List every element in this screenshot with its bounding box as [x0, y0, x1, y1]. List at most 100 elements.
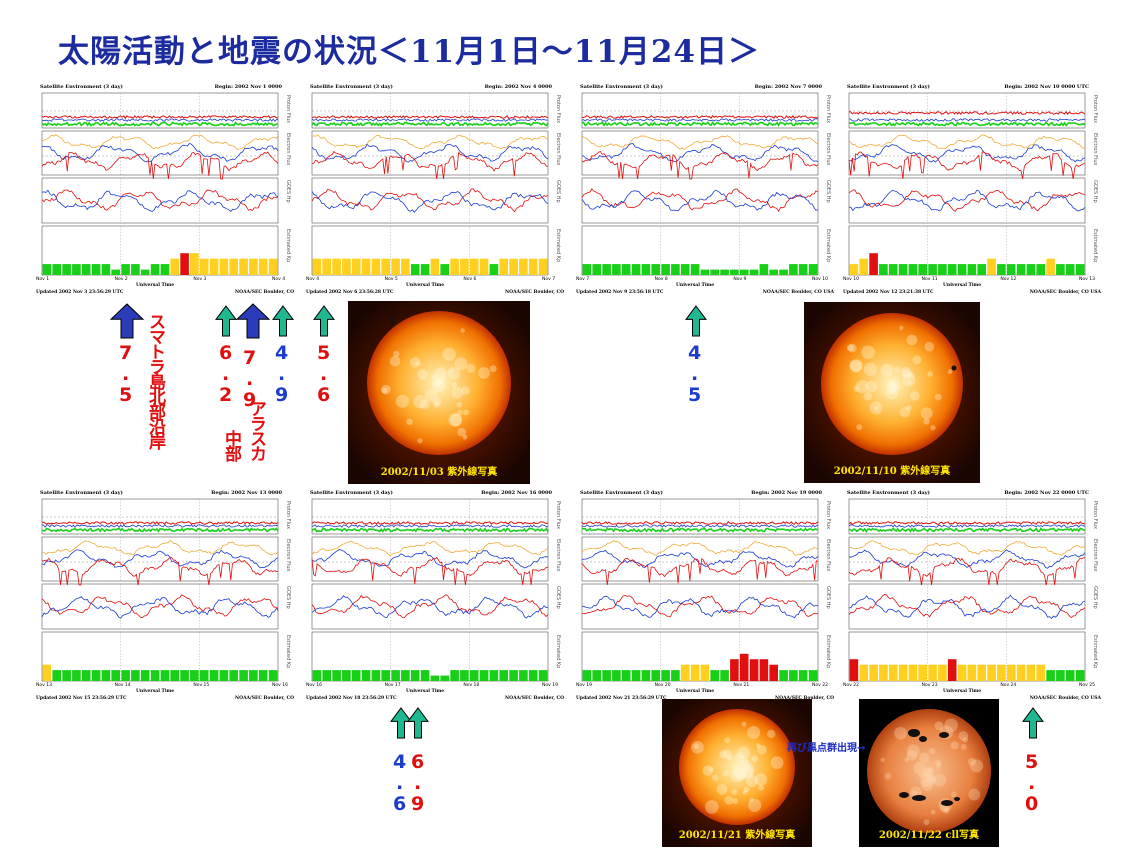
hp-series-blue [41, 189, 279, 212]
kp-bar [898, 264, 908, 275]
kp-bar [190, 253, 199, 275]
subplot-frame [311, 225, 549, 276]
sun-texture [741, 756, 749, 764]
kp-bar [101, 670, 111, 681]
credit: NOAA/SEC Boulder, CO [505, 290, 564, 295]
sun-texture [935, 764, 941, 770]
sun-texture [466, 363, 476, 373]
kp-bar [160, 264, 170, 275]
satellite-environment-panel: Satellite Environment (3 day) Begin: 2002… [843, 83, 1101, 297]
kp-bar [710, 670, 719, 681]
kp-bar [391, 670, 400, 681]
subplot-frame [311, 177, 549, 224]
subplot-frame [311, 130, 549, 176]
day-tick-label: Nov 16 [272, 683, 288, 688]
kp-bar [898, 664, 908, 681]
kp-bar [509, 670, 518, 681]
kp-bar [789, 670, 798, 681]
kp-bar [769, 664, 778, 681]
sun-texture [930, 809, 936, 815]
satellite-environment-panel: Satellite Environment (3 day) Begin: 2002… [306, 489, 564, 703]
panel-title: Satellite Environment (3 day) [40, 490, 123, 496]
satellite-environment-panel: Satellite Environment (3 day) Begin: 2002… [843, 489, 1101, 703]
kp-bar [977, 264, 986, 275]
sun-texture [724, 795, 734, 805]
page-title: 太陽活動と地震の状況＜11月1日～11月24日＞ [58, 34, 760, 70]
earthquake-arrow-icon [685, 305, 707, 337]
kp-bar [967, 664, 977, 681]
subplot-frame [581, 631, 819, 682]
sun-texture [894, 726, 907, 740]
kp-bar [641, 670, 651, 681]
magnitude-char: 4 [393, 751, 407, 773]
electron-series-red [311, 557, 549, 586]
subplot-frame [41, 631, 279, 682]
day-tick-label: Nov 13 [36, 683, 52, 688]
satellite-environment-panel: Satellite Environment (3 day) Begin: 2002… [306, 83, 564, 297]
electron-series-orange [848, 540, 1086, 556]
sun-texture [461, 386, 470, 395]
sun-texture [437, 380, 442, 385]
day-tick-label: Nov 19 [542, 683, 558, 688]
sun-texture [934, 721, 944, 731]
sun-image-euv-nov03: 2002/11/03 紫外線写真 [348, 301, 530, 484]
kp-bar [808, 670, 818, 681]
day-tick-label: Nov 23 [921, 683, 938, 688]
sun-texture [722, 749, 732, 759]
y-axis-label: Electron Flux [285, 539, 291, 572]
kp-bar [62, 264, 71, 275]
kp-bar [91, 264, 101, 275]
earthquake-arrow-icon [313, 305, 335, 337]
sun-texture [454, 357, 468, 371]
sunspot [941, 800, 953, 806]
sun-texture [933, 773, 947, 787]
y-axis-label: GOES Hp [1092, 180, 1098, 203]
subplot-frame [311, 631, 549, 682]
sun-disk [867, 709, 991, 833]
y-axis-label: Estimated Kp [825, 229, 831, 263]
sun-texture [742, 789, 748, 795]
earthquake-location: アラスカ [246, 400, 266, 460]
kp-bar [131, 670, 140, 681]
sunspot [390, 315, 394, 327]
day-tick-label: Nov 17 [384, 683, 401, 688]
day-tick-label: Nov 12 [1000, 277, 1017, 282]
credit: NOAA/SEC Boulder, CO USA [1029, 290, 1101, 295]
proton-series-blue [41, 118, 279, 122]
electron-series-blue [848, 144, 1086, 163]
sunspot [908, 729, 920, 737]
sun-texture [900, 366, 911, 378]
proton-series-green [848, 121, 1086, 127]
sun-texture [906, 405, 912, 411]
kp-bar [180, 253, 189, 275]
sun-texture [431, 379, 440, 388]
kp-bar [401, 258, 410, 275]
subplot-frame [848, 631, 1086, 682]
day-tick-label: Nov 22 [812, 683, 828, 688]
kp-bar [879, 664, 888, 681]
kp-bar [671, 670, 680, 681]
magnitude-char: 6 [411, 751, 425, 773]
x-axis-label: Universal Time [406, 283, 445, 288]
x-axis-label: Universal Time [943, 689, 982, 694]
subplot-frame [581, 177, 819, 224]
kp-bar [239, 258, 248, 275]
y-axis-label: Estimated Kp [1092, 229, 1098, 263]
sun-texture [766, 729, 776, 739]
magnitude-char: . [691, 363, 699, 385]
sun-texture [758, 784, 764, 791]
credit: NOAA/SEC Boulder, CO [505, 696, 564, 701]
kp-bar [342, 670, 351, 681]
kp-bar [361, 258, 371, 275]
magnitude-char: 6 [393, 793, 407, 815]
kp-bar [651, 670, 660, 681]
sun-texture [884, 772, 892, 780]
x-axis-label: Universal Time [676, 689, 715, 694]
sun-texture [456, 409, 463, 416]
electron-series-blue [311, 143, 549, 163]
kp-bar [499, 670, 508, 681]
proton-series-green [311, 121, 549, 127]
electron-series-red [848, 557, 1086, 586]
kp-bar [111, 269, 120, 275]
kp-bar [371, 670, 381, 681]
